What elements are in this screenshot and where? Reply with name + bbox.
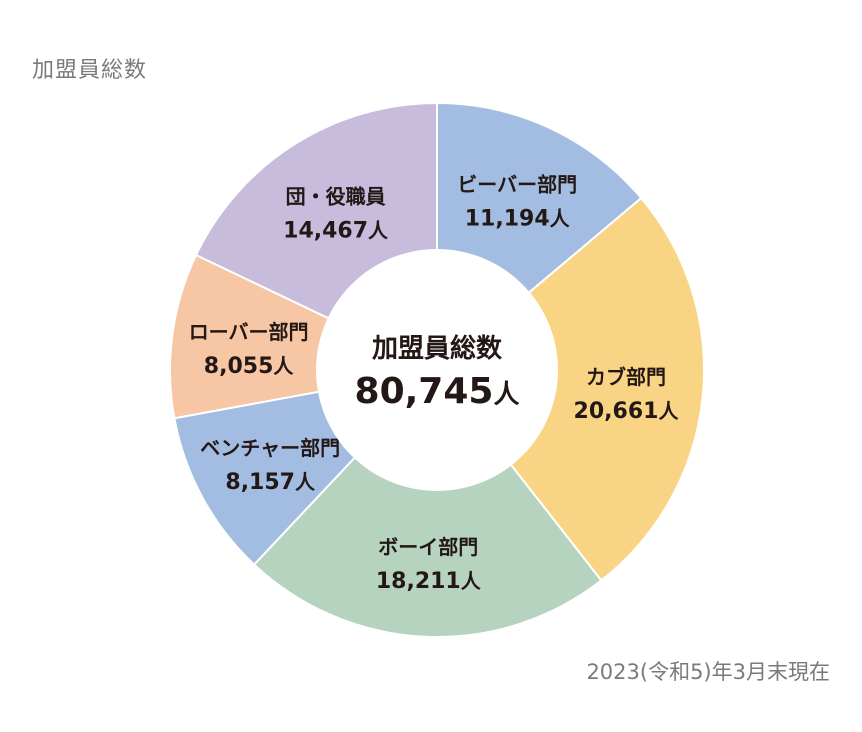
donut-hole [316,249,558,491]
slice-value-4: 8,055人 [204,354,295,379]
footnote-date: 2023(令和5)年3月末現在 [586,660,830,684]
slice-label-0: ビーバー部門 [457,173,577,197]
page-title: 加盟員総数 [32,58,148,83]
slice-value-1: 20,661人 [574,399,680,424]
slice-2 [252,368,603,638]
center-total-unit: 人 [493,380,519,410]
slice-label-2: ボーイ部門 [378,535,478,559]
slice-label-1: カブ部門 [586,365,666,389]
slice-label-4: ローバー部門 [189,320,309,344]
slice-1 [435,196,705,582]
slice-value-0: 11,194人 [465,207,571,232]
slice-label-5: 団・役職員 [286,184,386,208]
slice-value-3: 8,157人 [225,470,316,495]
slice-value-2: 18,211人 [376,569,482,594]
center-total: 80,745人 [355,371,520,412]
center-label: 加盟員総数 [372,333,503,364]
center-total-value: 80,745 [355,371,494,412]
slice-value-5: 14,467人 [283,218,389,243]
slice-label-3: ベンチャー部門 [200,436,340,460]
